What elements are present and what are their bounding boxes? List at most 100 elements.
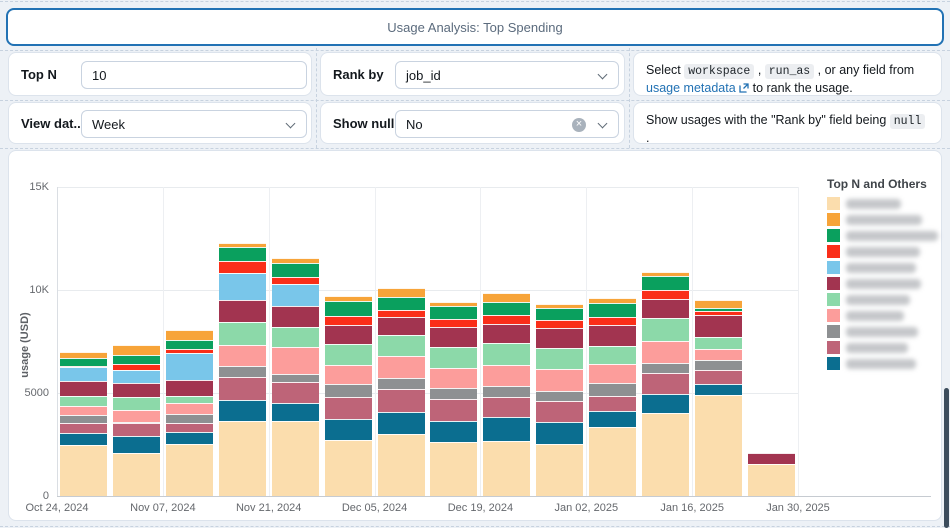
bar-segment-redacted-06[interactable] <box>748 453 796 465</box>
bar-segment-redacted-03[interactable] <box>165 339 213 349</box>
bar-segment-redacted-07[interactable] <box>218 321 266 346</box>
bar-segment-redacted-07[interactable] <box>112 396 160 411</box>
show-null-select[interactable]: No <box>395 110 619 138</box>
bar-segment-redacted-04[interactable] <box>377 309 425 317</box>
bar-segment-redacted-03[interactable] <box>589 303 637 317</box>
bar-segment-redacted-10[interactable] <box>483 396 531 418</box>
bar-segment-redacted-05[interactable] <box>165 353 213 380</box>
bar-dec-19-2024[interactable] <box>483 293 531 496</box>
bar-segment-redacted-06[interactable] <box>642 299 690 319</box>
bar-segment-redacted-08[interactable] <box>324 365 372 385</box>
bar-segment-redacted-01[interactable] <box>165 444 213 496</box>
bar-segment-redacted-08[interactable] <box>59 405 107 416</box>
bar-nov-21-2024[interactable] <box>271 258 319 496</box>
bar-segment-redacted-11[interactable] <box>536 422 584 445</box>
bar-segment-redacted-01[interactable] <box>59 444 107 496</box>
bar-segment-redacted-10[interactable] <box>695 370 743 384</box>
bar-segment-redacted-05[interactable] <box>271 284 319 307</box>
bar-segment-redacted-01[interactable] <box>536 444 584 496</box>
bar-segment-redacted-04[interactable] <box>589 316 637 326</box>
bar-segment-redacted-01[interactable] <box>748 464 796 496</box>
bar-segment-redacted-06[interactable] <box>271 306 319 327</box>
vertical-scrollbar-thumb[interactable] <box>944 388 949 528</box>
bar-segment-redacted-06[interactable] <box>483 324 531 343</box>
bar-segment-redacted-07[interactable] <box>536 347 584 369</box>
bar-segment-redacted-02[interactable] <box>218 243 266 248</box>
bar-segment-redacted-02[interactable] <box>483 293 531 302</box>
bar-segment-redacted-01[interactable] <box>483 441 531 496</box>
bar-segment-redacted-10[interactable] <box>642 372 690 394</box>
bar-segment-redacted-09[interactable] <box>271 373 319 383</box>
bar-segment-redacted-08[interactable] <box>165 403 213 414</box>
bar-segment-redacted-02[interactable] <box>271 258 319 264</box>
bar-segment-redacted-07[interactable] <box>642 318 690 341</box>
bar-nov-14-2024[interactable] <box>218 243 266 496</box>
bar-segment-redacted-07[interactable] <box>483 342 531 366</box>
bar-segment-redacted-02[interactable] <box>377 288 425 297</box>
bar-segment-redacted-07[interactable] <box>165 395 213 404</box>
bar-segment-redacted-07[interactable] <box>324 343 372 366</box>
bar-segment-redacted-02[interactable] <box>589 298 637 304</box>
legend-item[interactable] <box>827 309 939 322</box>
bar-segment-redacted-02[interactable] <box>536 303 584 308</box>
legend-item[interactable] <box>827 277 939 290</box>
legend-item[interactable] <box>827 213 939 226</box>
bar-segment-redacted-11[interactable] <box>483 417 531 442</box>
bar-segment-redacted-01[interactable] <box>430 442 478 496</box>
bar-segment-redacted-02[interactable] <box>59 352 107 359</box>
bar-segment-redacted-03[interactable] <box>112 355 160 365</box>
bar-segment-redacted-01[interactable] <box>324 439 372 496</box>
bar-nov-07-2024[interactable] <box>165 329 213 496</box>
bar-segment-redacted-06[interactable] <box>695 315 743 337</box>
bar-segment-redacted-04[interactable] <box>59 365 107 368</box>
bar-segment-redacted-10[interactable] <box>377 388 425 413</box>
bar-segment-redacted-08[interactable] <box>695 349 743 360</box>
bar-segment-redacted-02[interactable] <box>165 329 213 340</box>
bar-segment-redacted-10[interactable] <box>271 382 319 403</box>
bar-segment-redacted-03[interactable] <box>483 301 531 316</box>
bar-segment-redacted-11[interactable] <box>112 435 160 453</box>
bar-jan-02-2025[interactable] <box>589 298 637 496</box>
bar-segment-redacted-06[interactable] <box>536 327 584 348</box>
bar-segment-redacted-10[interactable] <box>112 422 160 436</box>
bar-segment-redacted-11[interactable] <box>589 410 637 427</box>
bar-segment-redacted-04[interactable] <box>695 310 743 316</box>
bar-segment-redacted-03[interactable] <box>59 358 107 366</box>
bar-segment-redacted-08[interactable] <box>271 347 319 374</box>
bar-segment-redacted-06[interactable] <box>324 324 372 344</box>
bar-segment-redacted-02[interactable] <box>695 300 743 308</box>
bar-segment-redacted-03[interactable] <box>271 263 319 277</box>
bar-segment-redacted-07[interactable] <box>271 326 319 348</box>
bar-segment-redacted-08[interactable] <box>218 345 266 367</box>
bar-segment-redacted-09[interactable] <box>324 384 372 398</box>
bar-jan-16-2025[interactable] <box>695 300 743 496</box>
bar-segment-redacted-03[interactable] <box>536 307 584 320</box>
bar-nov-28-2024[interactable] <box>324 296 372 496</box>
bar-segment-redacted-04[interactable] <box>271 276 319 284</box>
legend-item[interactable] <box>827 341 939 354</box>
bar-segment-redacted-10[interactable] <box>536 400 584 423</box>
bar-oct-31-2024[interactable] <box>112 344 160 496</box>
bar-segment-redacted-02[interactable] <box>112 344 160 355</box>
bar-segment-redacted-03[interactable] <box>218 247 266 262</box>
bar-segment-redacted-08[interactable] <box>536 368 584 391</box>
bar-segment-redacted-04[interactable] <box>218 261 266 274</box>
bar-segment-redacted-10[interactable] <box>324 397 372 419</box>
bar-segment-redacted-10[interactable] <box>59 422 107 433</box>
bar-segment-redacted-08[interactable] <box>430 367 478 388</box>
bar-segment-redacted-11[interactable] <box>430 420 478 443</box>
bar-segment-redacted-11[interactable] <box>695 383 743 396</box>
bar-segment-redacted-06[interactable] <box>59 380 107 396</box>
bar-segment-redacted-07[interactable] <box>430 346 478 368</box>
bar-segment-redacted-06[interactable] <box>430 327 478 347</box>
bar-segment-redacted-11[interactable] <box>642 393 690 414</box>
bar-segment-redacted-06[interactable] <box>589 325 637 347</box>
bar-segment-redacted-01[interactable] <box>271 420 319 496</box>
bar-segment-redacted-03[interactable] <box>377 296 425 310</box>
bar-segment-redacted-09[interactable] <box>695 359 743 371</box>
bar-segment-redacted-06[interactable] <box>377 316 425 336</box>
bar-segment-redacted-08[interactable] <box>483 365 531 386</box>
bar-segment-redacted-11[interactable] <box>59 432 107 445</box>
bar-dec-05-2024[interactable] <box>377 288 425 496</box>
bar-segment-redacted-01[interactable] <box>695 395 743 496</box>
